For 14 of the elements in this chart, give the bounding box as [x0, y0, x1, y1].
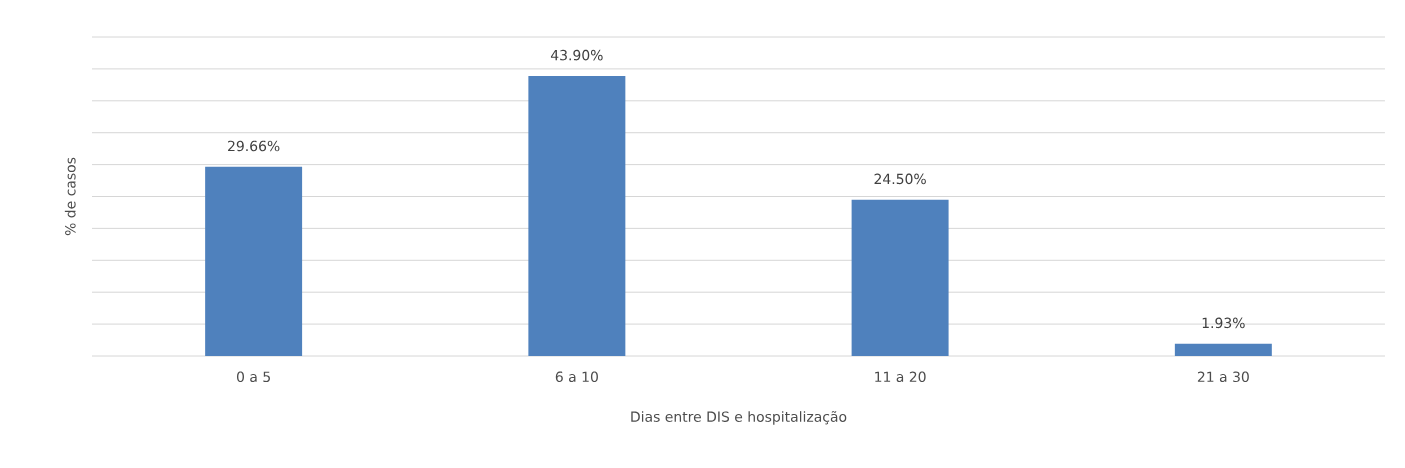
data-label: 29.66%: [228, 140, 280, 152]
data-label: 24.50%: [874, 173, 926, 185]
data-label: 43.90%: [550, 49, 603, 61]
x-axis-title: Dias entre DIS e hospitalização: [631, 410, 847, 425]
bar: [205, 166, 303, 356]
bar: [851, 199, 949, 356]
data-label: 1.93%: [1202, 317, 1245, 329]
x-tick-label: 6 a 10: [555, 371, 598, 383]
x-tick-label: 0 a 5: [236, 371, 270, 383]
bar: [528, 75, 626, 356]
y-axis-title: % de casos: [64, 157, 76, 236]
x-tick-label: 11 a 20: [875, 371, 926, 383]
x-tick-label: 21 a 30: [1197, 371, 1249, 383]
bar: [1174, 343, 1272, 356]
